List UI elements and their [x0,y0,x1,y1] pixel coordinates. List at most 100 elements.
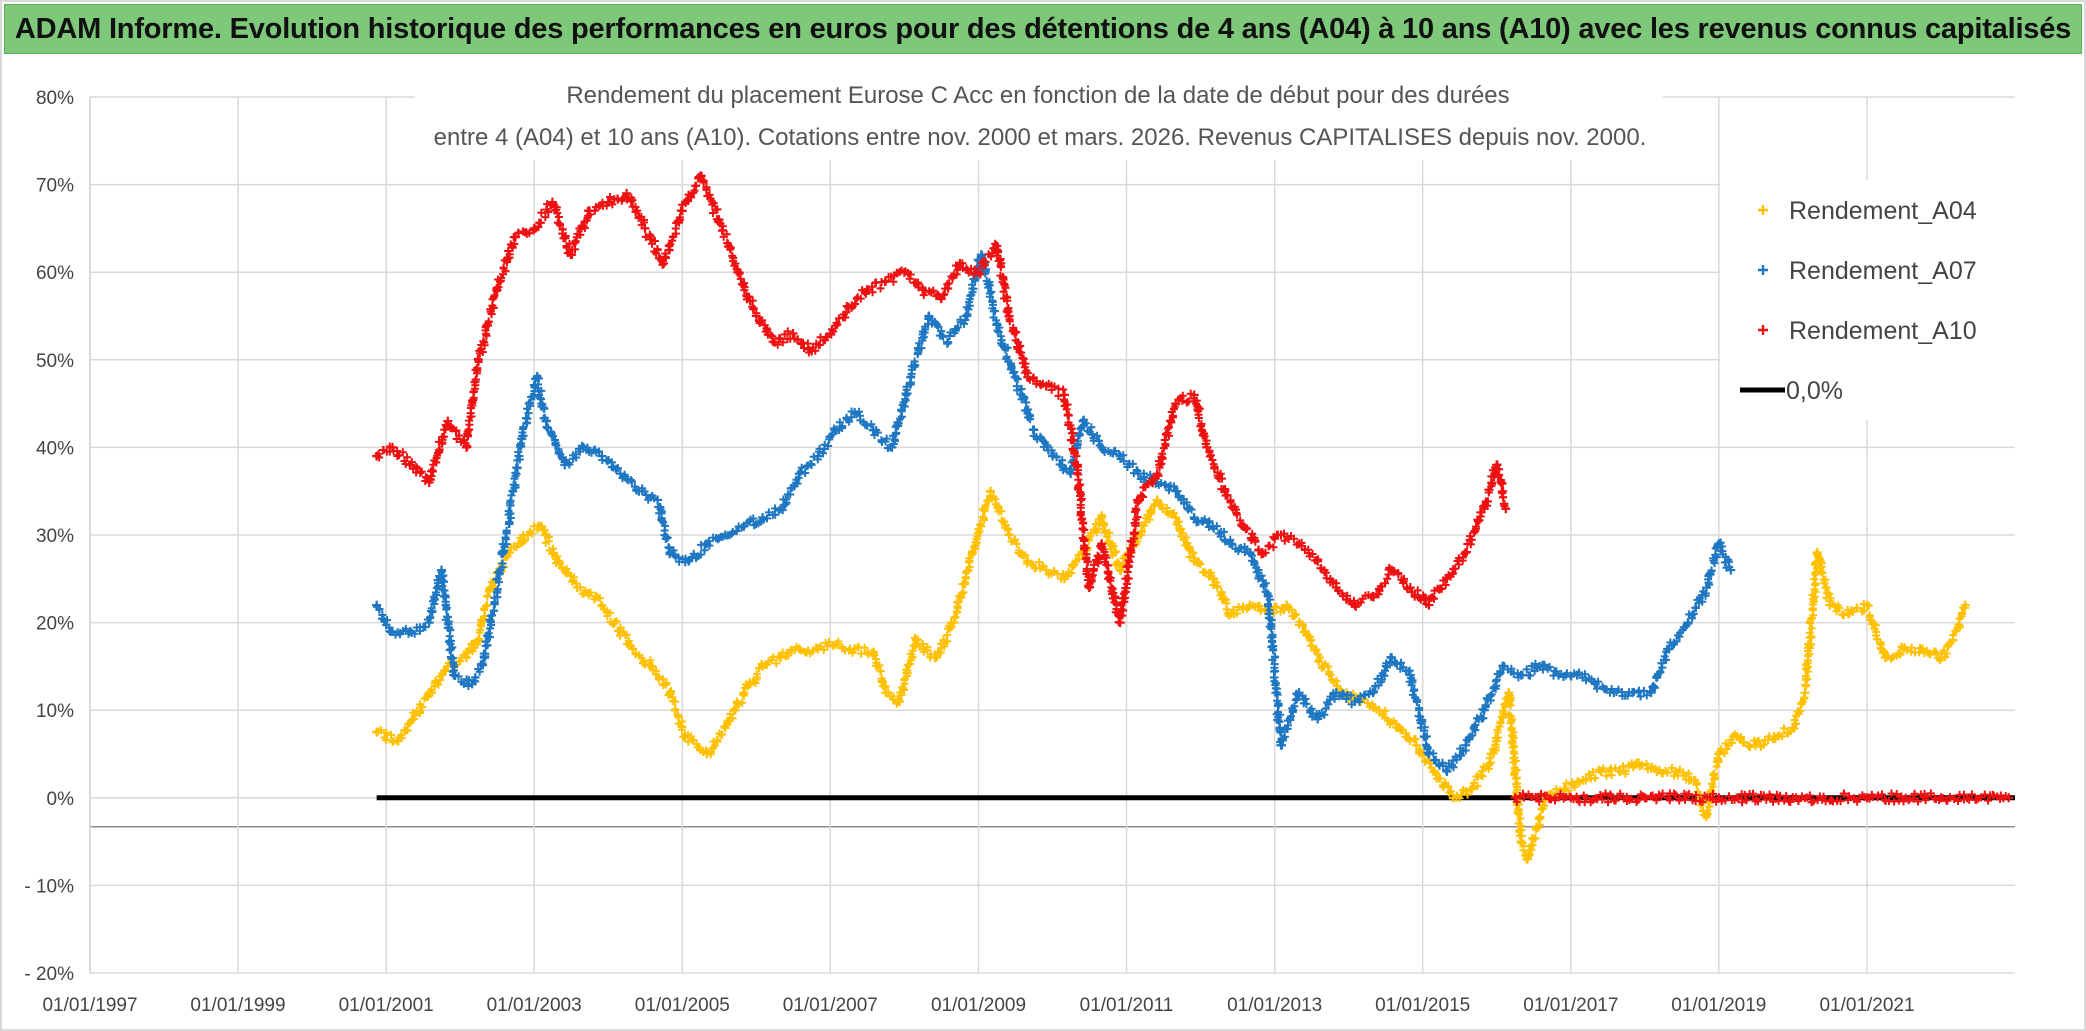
data-point [1507,716,1516,725]
data-point [1501,504,1511,514]
data-point [1076,509,1085,518]
data-point [908,653,917,662]
data-point [1718,547,1727,556]
data-point [819,449,828,458]
data-point [1926,789,1935,798]
data-point [1307,641,1316,650]
data-point [1738,798,1747,807]
data-point [387,730,396,739]
data-point [999,287,1008,296]
data-point [1175,517,1184,526]
data-point [1462,548,1471,557]
data-point [1484,764,1493,773]
data-point [537,386,546,395]
data-point [800,343,809,352]
data-point [1670,767,1680,777]
data-point [929,286,938,295]
data-point [863,421,872,430]
data-point [1003,293,1012,302]
data-point [454,672,463,681]
data-point [1468,783,1477,792]
data-point [607,458,616,467]
data-point [1496,719,1505,728]
data-point [1754,797,1763,806]
data-point [751,311,761,321]
data-point [421,623,430,632]
data-point [1302,699,1311,708]
data-point [1726,565,1736,575]
data-point [882,434,891,443]
data-point [553,556,563,566]
data-point [1495,470,1504,479]
data-point [1874,791,1883,800]
data-point [1041,565,1051,575]
data-point [498,559,507,568]
data-point [834,637,843,646]
data-point [986,486,995,495]
data-point [1512,797,1521,806]
data-point [1131,504,1140,513]
data-point [544,537,553,546]
data-point [953,323,962,332]
chart-title-line2: entre 4 (A04) et 10 ans (A10). Cotations… [434,124,1647,151]
data-point [1816,567,1825,576]
data-point [1684,619,1693,628]
data-point [1291,610,1300,619]
data-point [1024,405,1033,414]
data-point [1274,699,1283,708]
data-point [934,322,943,331]
data-point [933,653,942,662]
data-point [1212,522,1221,531]
data-point [1304,631,1313,640]
data-point [1072,461,1081,470]
data-point [1109,541,1118,550]
data-point [788,329,798,339]
data-point [1672,637,1681,646]
data-point [739,688,749,698]
data-point [1691,791,1700,800]
data-point [1312,645,1321,654]
data-point [1749,789,1758,798]
y-tick-label: 40% [36,438,74,459]
data-point [1598,795,1607,804]
data-point [718,730,727,739]
data-point [1079,536,1088,545]
data-point [1139,469,1148,478]
data-point [1223,491,1232,500]
data-point [1257,571,1266,580]
data-point [519,431,528,440]
data-point [1658,789,1667,798]
data-point [1178,391,1187,400]
data-point [1675,632,1684,641]
data-point [416,468,425,477]
data-point [803,339,812,348]
data-point [876,667,885,676]
data-point [1897,792,1906,801]
data-point [520,536,529,545]
data-point [1819,792,1828,801]
data-point [913,635,922,644]
data-point [1515,810,1524,819]
data-point [664,241,673,250]
series-Rendement_A04 [372,486,1970,864]
data-point [1029,373,1038,382]
data-layer [372,171,2015,864]
data-point [783,327,792,336]
data-point [907,372,916,381]
data-point [1457,751,1466,760]
data-point [1168,413,1177,422]
data-point [1607,771,1616,780]
data-point [1064,411,1073,420]
data-point [1195,404,1204,413]
data-point [478,347,487,356]
data-point [1504,699,1513,708]
data-point [696,550,705,559]
data-point [1290,702,1299,711]
data-point [1021,551,1030,560]
data-point [713,205,722,214]
data-point [1487,690,1496,699]
data-point [1486,692,1495,701]
data-point [1368,688,1378,698]
data-point [428,608,437,617]
